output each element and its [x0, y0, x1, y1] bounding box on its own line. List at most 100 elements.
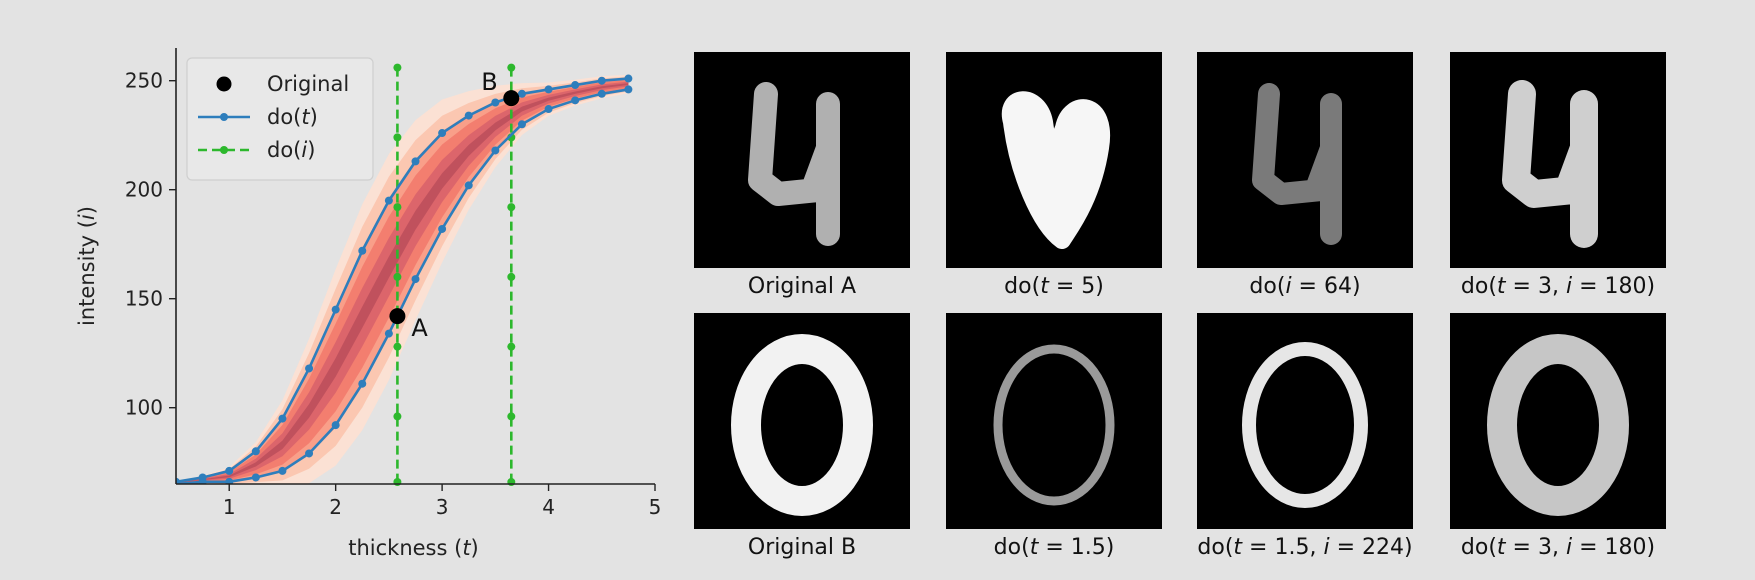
- digit-zero-stroke: [1242, 342, 1368, 508]
- digit-four-stroke: [748, 82, 840, 246]
- do-i-series-0: [393, 63, 402, 486]
- x-tick-label: 5: [649, 495, 662, 519]
- x-tick-label: 3: [436, 495, 449, 519]
- digit-four-stroke: [1252, 83, 1342, 245]
- legend-marker-do-i-dot: [220, 146, 228, 154]
- panel-caption: do(t = 5): [1004, 274, 1104, 299]
- image-panel-0: [694, 52, 910, 268]
- legend-label-0: Original: [267, 72, 349, 96]
- do-t-point: [517, 120, 526, 129]
- digit-zero-stroke: [731, 334, 873, 516]
- density-band: [176, 74, 629, 484]
- do-i-point: [393, 272, 402, 281]
- do-t-point: [571, 96, 580, 105]
- original-point-b: [503, 90, 520, 107]
- digit-image: [1242, 342, 1368, 508]
- do-t-point: [305, 449, 314, 458]
- do-t-point: [384, 329, 393, 338]
- do-i-point: [507, 412, 516, 421]
- y-axis-label: intensity (i): [75, 206, 99, 326]
- do-t-point: [225, 466, 234, 475]
- do-t-line: [176, 88, 629, 484]
- do-t-point: [358, 246, 367, 255]
- do-i-point: [507, 63, 516, 72]
- image-panel-1: [946, 52, 1162, 268]
- do-t-point: [624, 85, 633, 94]
- do-t-point: [597, 76, 606, 85]
- do-i-point: [507, 203, 516, 212]
- y-tick-label: 150: [125, 287, 163, 311]
- y-tick-label: 250: [125, 69, 163, 93]
- point-label-a: A: [411, 314, 428, 342]
- legend-marker-do-t-dot: [220, 113, 228, 121]
- digit-zero-stroke: [1487, 334, 1629, 516]
- do-t-series-1: [176, 85, 633, 484]
- counterfactual-chart: A B 1 2 3 4 5 100 150 200 250 thickness (t) intensit…: [75, 48, 662, 560]
- do-t-point: [438, 224, 447, 233]
- y-tick-label: 200: [125, 178, 163, 202]
- do-t-point: [544, 105, 553, 114]
- panel-caption: do(i = 64): [1249, 274, 1361, 299]
- do-t-point: [198, 477, 207, 484]
- digit-heart-stroke: [1001, 91, 1111, 249]
- do-t-point: [251, 473, 260, 482]
- digit-zero-stroke: [993, 344, 1115, 506]
- legend: Original do(t) do(i): [186, 57, 374, 181]
- do-t-point: [464, 181, 473, 190]
- x-axis-label: thickness (t): [348, 536, 479, 560]
- y-tick-label: 100: [125, 396, 163, 420]
- do-t-line: [176, 77, 629, 484]
- panel-caption: do(t = 3, i = 180): [1460, 535, 1656, 560]
- point-label-b: B: [481, 68, 497, 96]
- do-t-point: [597, 89, 606, 98]
- do-t-point: [438, 129, 447, 138]
- digit-image: [1502, 80, 1598, 248]
- do-t-point: [358, 379, 367, 388]
- digit-image: [731, 334, 873, 516]
- x-tick-label: 4: [542, 495, 555, 519]
- do-t-point: [384, 196, 393, 205]
- digit-image: [1252, 83, 1342, 245]
- do-t-point: [491, 98, 500, 107]
- do-t-point: [305, 364, 314, 373]
- do-t-point: [491, 146, 500, 155]
- panel-caption: Original A: [747, 274, 857, 299]
- do-t-point: [544, 85, 553, 94]
- legend-marker-original: [216, 76, 232, 92]
- image-panel-3: [1450, 52, 1666, 268]
- density-level-3: [176, 79, 629, 484]
- image-panel-4: [694, 313, 910, 529]
- do-i-point: [393, 203, 402, 212]
- do-t-point: [464, 111, 473, 120]
- do-i-point: [507, 272, 516, 281]
- image-panel-5: [946, 313, 1162, 529]
- x-tick-label: 1: [223, 495, 236, 519]
- do-i-point: [393, 342, 402, 351]
- legend-label-1: do(t): [267, 105, 318, 129]
- do-t-point: [624, 74, 633, 83]
- do-t-point: [411, 275, 420, 284]
- do-i-point: [393, 412, 402, 421]
- panel-caption: Original B: [747, 535, 857, 560]
- x-tick-label: 2: [329, 495, 342, 519]
- image-panel-2: [1197, 52, 1413, 268]
- do-t-point: [251, 447, 260, 456]
- digit-image: [1001, 91, 1111, 249]
- original-point-a: [389, 308, 406, 325]
- legend-label-2: do(i): [267, 138, 315, 162]
- do-t-point: [278, 414, 287, 423]
- digit-image: [993, 344, 1115, 506]
- do-t-point: [176, 480, 180, 484]
- digit-image: [748, 82, 840, 246]
- digit-image: [1487, 334, 1629, 516]
- image-panel-7: [1450, 313, 1666, 529]
- do-i-point: [393, 63, 402, 72]
- do-t-point: [225, 477, 234, 484]
- panel-caption: do(t = 1.5): [993, 535, 1115, 560]
- digit-four-stroke: [1502, 80, 1598, 248]
- do-t-point: [278, 466, 287, 475]
- image-panel-6: [1197, 313, 1413, 529]
- do-t-point: [331, 305, 340, 314]
- panel-caption: do(t = 3, i = 180): [1460, 274, 1656, 299]
- do-i-point: [507, 342, 516, 351]
